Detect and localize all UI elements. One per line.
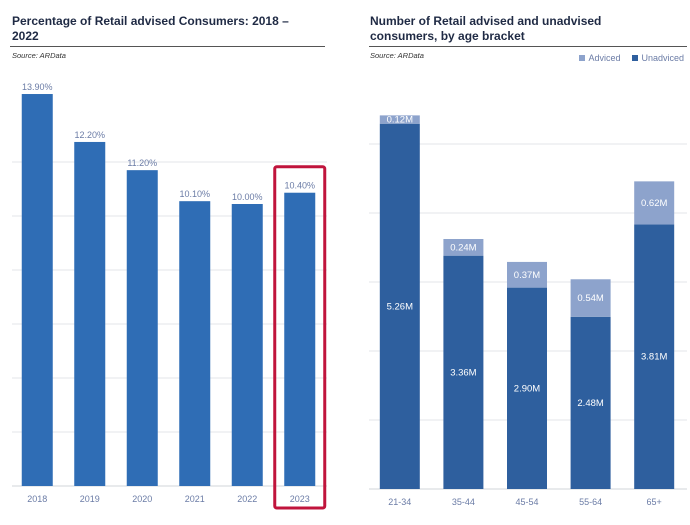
- bar: [231, 204, 263, 486]
- x-tick-label: 55-64: [579, 497, 602, 507]
- percentage-bar-chart: 13.90% 2018 12.20% 2019 11.20% 2020 10.10% 2021…: [12, 82, 327, 510]
- legend-item: Adviced: [579, 53, 620, 63]
- bar-segment-adviced: [507, 261, 547, 288]
- x-tick-label: 35-44: [452, 497, 475, 507]
- highlight-box: [273, 165, 327, 510]
- title-divider: [369, 46, 687, 47]
- data-label: 2.90M: [514, 383, 540, 394]
- bar-segment-unadviced: [443, 255, 484, 489]
- x-tick-label: 21-34: [388, 497, 411, 507]
- data-label: 0.54M: [577, 293, 603, 304]
- data-label: 10.10%: [179, 189, 210, 199]
- x-tick-label: 2022: [237, 494, 257, 504]
- bar-segment-adviced: [634, 181, 675, 225]
- bar-segment-unadviced: [507, 287, 547, 489]
- bar-segment-unadviced: [634, 224, 675, 489]
- x-tick-label: 65+: [647, 497, 662, 507]
- bar-segment-adviced: [379, 115, 420, 124]
- bar-segment-unadviced: [379, 123, 420, 489]
- x-tick-label: 2023: [290, 494, 310, 504]
- title-divider: [10, 46, 325, 47]
- legend-item: Unadviced: [632, 53, 684, 63]
- data-label: 13.90%: [22, 82, 53, 92]
- bar-segment-unadviced: [570, 316, 611, 489]
- bar: [284, 192, 316, 486]
- data-label: 0.37M: [514, 270, 540, 281]
- age-bracket-panel: Number of Retail advised and unadvised c…: [365, 0, 690, 525]
- bar-segment-adviced: [570, 279, 611, 317]
- data-label: 0.62M: [641, 198, 667, 209]
- bar: [21, 94, 53, 487]
- bar: [179, 201, 211, 486]
- x-tick-label: 45-54: [515, 497, 538, 507]
- data-label: 0.24M: [450, 242, 476, 253]
- chart-title: Number of Retail advised and unadvised c…: [370, 14, 602, 43]
- data-label: 3.81M: [641, 352, 667, 363]
- bar: [74, 141, 106, 486]
- x-tick-label: 2018: [27, 494, 47, 504]
- x-tick-label: 2021: [185, 494, 205, 504]
- data-label: 2.48M: [577, 398, 603, 409]
- x-tick-label: 2019: [80, 494, 100, 504]
- legend-label: Unadviced: [641, 53, 684, 63]
- chart-source: Source: ARData: [370, 51, 424, 60]
- stacked-bar-chart: 5.26M 0.12M 21-34 3.36M 0.24M 35-44 2.90M 0.37M…: [369, 115, 687, 507]
- legend-label: Adviced: [588, 53, 621, 63]
- legend-swatch: [632, 55, 639, 61]
- chart-source: Source: ARData: [12, 51, 66, 60]
- legend-swatch: [579, 55, 586, 61]
- bar-segment-adviced: [443, 239, 484, 256]
- chart-legend: Adviced Unadviced: [579, 53, 684, 63]
- x-tick-label: 2020: [132, 494, 152, 504]
- data-label: 11.20%: [127, 158, 157, 168]
- retail-advised-percentage-panel: Percentage of Retail advised Consumers: …: [0, 0, 330, 525]
- data-label: 5.26M: [387, 301, 413, 312]
- data-label: 10.40%: [284, 181, 315, 191]
- chart-title: Percentage of Retail advised Consumers: …: [12, 14, 289, 43]
- data-label: 3.36M: [450, 367, 476, 378]
- data-label: 10.00%: [232, 192, 263, 202]
- data-label: 0.12M: [387, 115, 413, 126]
- bar: [126, 170, 158, 486]
- data-label: 12.20%: [74, 130, 105, 140]
